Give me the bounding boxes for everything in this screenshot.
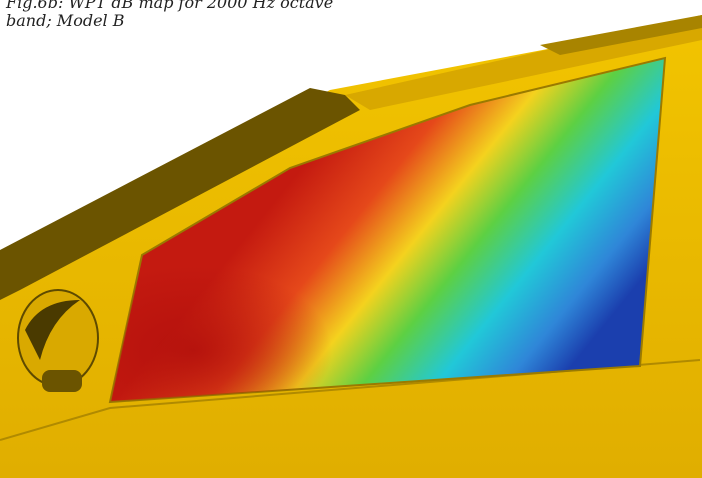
caption-line: band; Model B [6,11,125,30]
figure: Fig.6b: WPT dB map for 2000 Hz octave ba… [0,0,702,478]
mirror-base [42,370,82,392]
page: Fig.6b: WPT dB map for 2000 Hz octave ba… [0,0,702,478]
